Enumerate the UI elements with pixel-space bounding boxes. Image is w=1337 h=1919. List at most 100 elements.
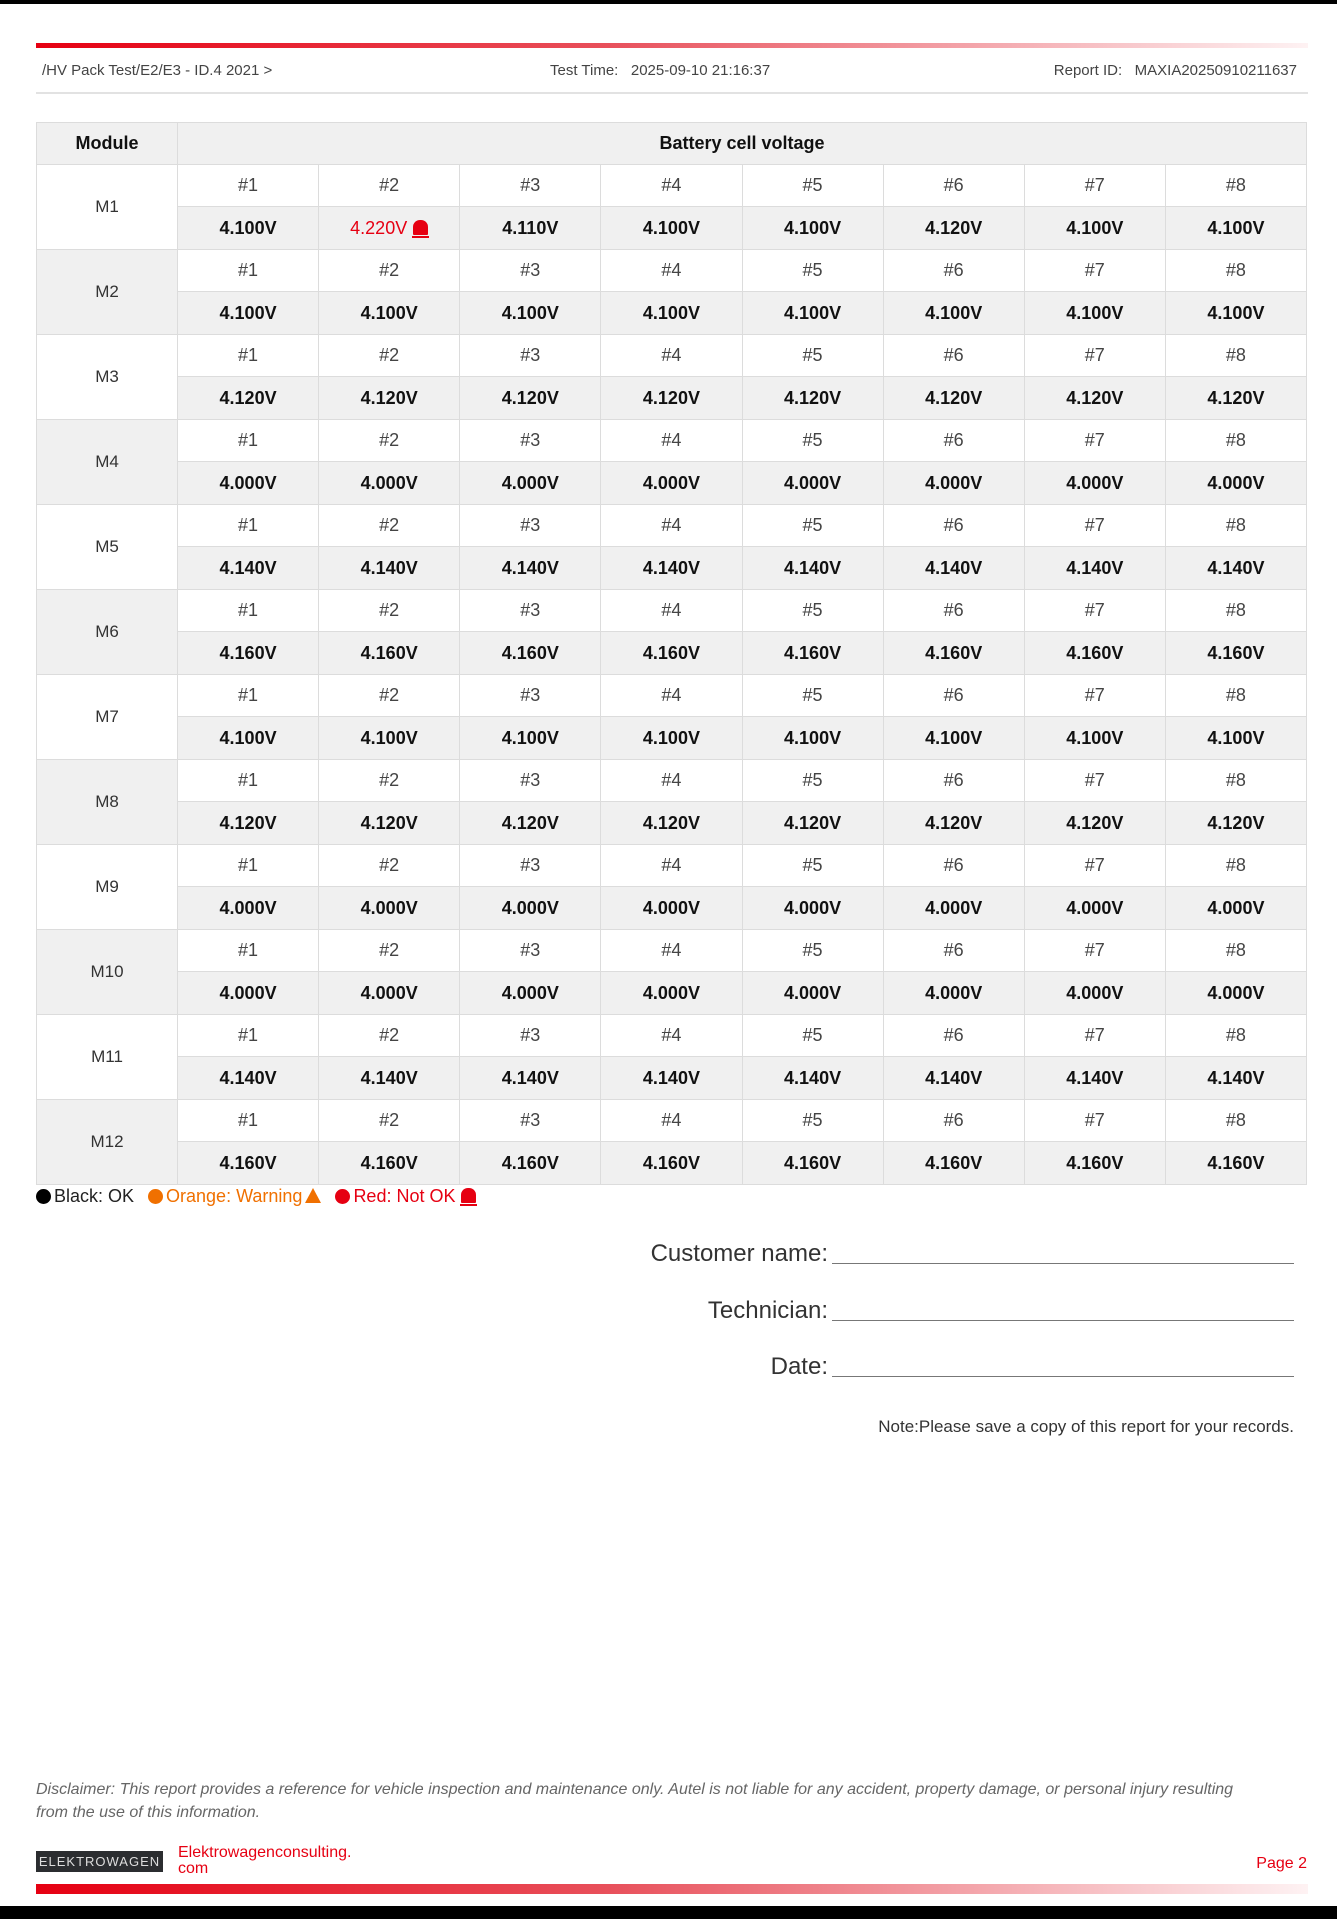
- cell-voltage: 4.160V: [882, 631, 1025, 675]
- cell-voltage-value: 4.160V: [1207, 642, 1265, 663]
- website-link[interactable]: Elektrowagenconsulting. com: [178, 1845, 351, 1877]
- cell-number-row: M3 #1 #2 #3 #4 #5 #6 #7 #8: [36, 334, 1308, 420]
- bottom-bar: [0, 1906, 1337, 1919]
- technician-line[interactable]: [832, 1320, 1294, 1321]
- cell-number: #3: [459, 674, 602, 717]
- cell-voltage: 4.140V: [459, 1056, 602, 1100]
- cell-voltage: 4.100V: [1164, 716, 1308, 760]
- module-name: M2: [36, 249, 178, 335]
- cell-voltage: 4.100V: [1164, 291, 1308, 335]
- cell-voltage-value: 4.120V: [784, 387, 842, 408]
- cell-number: #1: [176, 844, 320, 887]
- cell-number: #2: [318, 759, 461, 802]
- cell-voltage-value: 4.100V: [219, 727, 277, 748]
- cell-voltage-value: 4.120V: [1207, 387, 1265, 408]
- cell-number: #2: [318, 249, 461, 292]
- cell-voltage: 4.100V: [318, 716, 461, 760]
- cell-number: #3: [459, 504, 602, 547]
- cell-number: #5: [741, 674, 884, 717]
- footer-accent-line: [36, 1884, 1308, 1894]
- cell-voltage: 4.100V: [600, 291, 743, 335]
- customer-name-field[interactable]: Customer name:: [651, 1240, 1294, 1268]
- cell-voltage: 4.120V: [1164, 376, 1308, 420]
- cell-number-row: M11 #1 #2 #3 #4 #5 #6 #7 #8: [36, 1014, 1308, 1100]
- cell-voltage-value: 4.160V: [501, 1152, 559, 1173]
- cell-number: #6: [882, 164, 1025, 207]
- cell-voltage: 4.160V: [1164, 1141, 1308, 1185]
- cell-number: #8: [1164, 504, 1308, 547]
- cell-number-row: M2 #1 #2 #3 #4 #5 #6 #7 #8: [36, 249, 1308, 335]
- cell-voltage-value: 4.100V: [501, 727, 559, 748]
- cell-voltage-table: Module Battery cell voltage M1 #1 #2 #3 #4 #5…: [36, 122, 1308, 1185]
- cell-voltage: 4.000V: [1023, 971, 1166, 1015]
- cell-number-row: M6 #1 #2 #3 #4 #5 #6 #7 #8: [36, 589, 1308, 675]
- date-field[interactable]: Date:: [771, 1353, 1294, 1381]
- cell-number: #6: [882, 589, 1025, 632]
- cell-voltage-value: 4.160V: [642, 1152, 700, 1173]
- cell-voltage: 4.160V: [600, 1141, 743, 1185]
- cell-voltage-value: 4.120V: [219, 812, 277, 833]
- cell-voltage: 4.160V: [176, 1141, 320, 1185]
- cell-voltage-value: 4.110V: [502, 217, 559, 238]
- cell-number: #4: [600, 589, 743, 632]
- cell-number: #1: [176, 504, 320, 547]
- cell-voltage-value: 4.160V: [925, 1152, 983, 1173]
- cell-voltage: 4.000V: [1023, 886, 1166, 930]
- cell-voltage-value: 4.100V: [1066, 302, 1124, 323]
- cell-number: #5: [741, 1099, 884, 1142]
- header-accent-line: [36, 43, 1308, 48]
- cell-voltage-value: 4.160V: [925, 642, 983, 663]
- cell-number-row: M5 #1 #2 #3 #4 #5 #6 #7 #8: [36, 504, 1308, 590]
- cell-voltage-value: 4.120V: [642, 387, 700, 408]
- cell-voltage-row: 4.120V 4.120V 4.120V 4.120V 4.120V 4.120V 4.12…: [37, 376, 1308, 420]
- cell-number: #7: [1023, 844, 1166, 887]
- breadcrumb[interactable]: /HV Pack Test/E2/E3 - ID.4 2021 >: [42, 62, 273, 79]
- cell-voltage-value: 4.000V: [784, 472, 842, 493]
- cell-voltage-value: 4.140V: [360, 557, 418, 578]
- technician-label: Technician:: [707, 1297, 828, 1324]
- cell-voltage: 4.000V: [176, 971, 320, 1015]
- cell-number: #8: [1164, 1014, 1308, 1057]
- cell-number: #5: [741, 334, 884, 377]
- cell-voltage-value: 4.160V: [1066, 1152, 1124, 1173]
- cell-voltage-row: 4.120V 4.120V 4.120V 4.120V 4.120V 4.120V 4.12…: [37, 801, 1308, 845]
- test-time-label: Test Time:: [550, 62, 619, 79]
- cell-voltage: 4.000V: [1164, 886, 1308, 930]
- technician-field[interactable]: Technician:: [708, 1297, 1294, 1325]
- module-name: M8: [36, 759, 178, 845]
- cell-number: #6: [882, 419, 1025, 462]
- cell-voltage: 4.000V: [741, 971, 884, 1015]
- cell-voltage: 4.100V: [1164, 206, 1308, 250]
- cell-voltage-value: 4.120V: [360, 812, 418, 833]
- cell-number: #7: [1023, 504, 1166, 547]
- cell-voltage: 4.100V: [741, 716, 884, 760]
- cell-voltage: 4.000V: [459, 886, 602, 930]
- date-line[interactable]: [832, 1376, 1294, 1377]
- cell-voltage-value: 4.000V: [784, 982, 842, 1003]
- cell-number: #2: [318, 844, 461, 887]
- cell-number: #5: [741, 249, 884, 292]
- cell-voltage-value: 4.120V: [501, 812, 559, 833]
- top-bar: [0, 0, 1337, 4]
- cell-number: #4: [600, 1014, 743, 1057]
- customer-name-label: Customer name:: [650, 1240, 828, 1267]
- cell-voltage: 4.120V: [882, 376, 1025, 420]
- cell-voltage-value: 4.140V: [1066, 557, 1124, 578]
- cell-voltage-value: 4.140V: [784, 1067, 842, 1088]
- cell-voltage-value: 4.120V: [360, 387, 418, 408]
- cell-voltage-value: 4.140V: [1066, 1067, 1124, 1088]
- customer-name-line[interactable]: [832, 1263, 1294, 1264]
- cell-number: #7: [1023, 164, 1166, 207]
- cell-number: #3: [459, 1099, 602, 1142]
- cell-voltage-value: 4.120V: [1066, 387, 1124, 408]
- cell-number: #5: [741, 844, 884, 887]
- cell-voltage-value: 4.140V: [219, 1067, 277, 1088]
- cell-voltage: 4.140V: [741, 1056, 884, 1100]
- cell-voltage: 4.160V: [318, 631, 461, 675]
- cell-number: #8: [1164, 1099, 1308, 1142]
- cell-voltage: 4.100V: [176, 291, 320, 335]
- cell-voltage-value: 4.160V: [784, 1152, 842, 1173]
- cell-number: #4: [600, 334, 743, 377]
- cell-voltage-value: 4.000V: [925, 982, 983, 1003]
- cell-number: #3: [459, 589, 602, 632]
